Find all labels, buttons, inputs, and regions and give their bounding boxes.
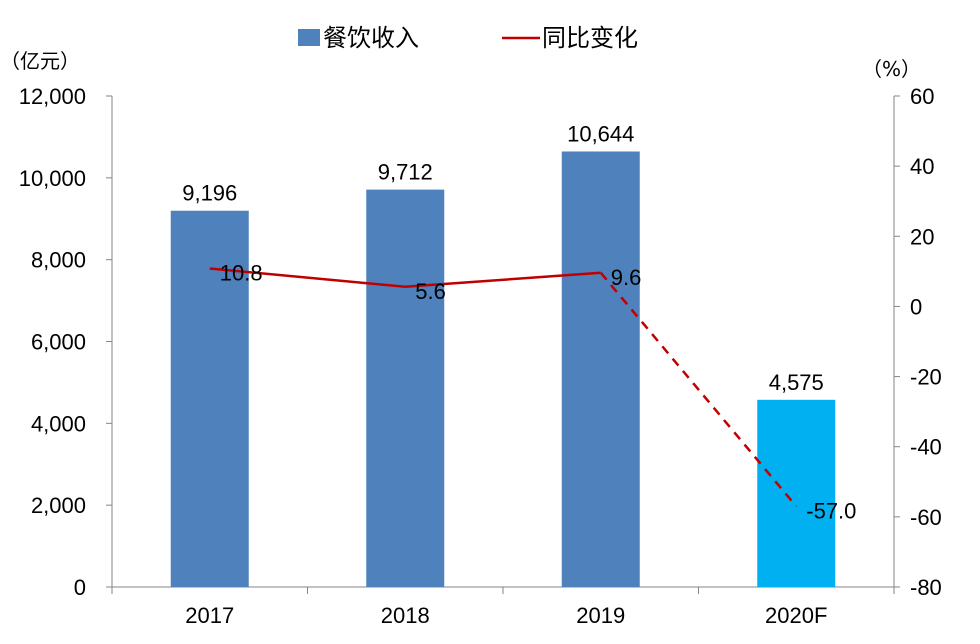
bar-value-label: 9,712 xyxy=(378,160,433,185)
line-value-label: -57.0 xyxy=(806,498,856,523)
line-value-label: 9.6 xyxy=(611,265,642,290)
right-axis-tick-label: -20 xyxy=(910,365,942,390)
x-axis-tick-label: 2019 xyxy=(576,603,625,628)
bar xyxy=(561,151,640,587)
bar-value-label: 9,196 xyxy=(182,181,237,206)
bar xyxy=(757,399,836,587)
line-value-label: 5.6 xyxy=(415,279,446,304)
left-axis-tick-label: 10,000 xyxy=(19,166,86,191)
line-data-labels: 10.8 5.6 9.6 -57.0 xyxy=(220,261,857,524)
left-axis-unit: （亿元） xyxy=(0,49,80,73)
legend: 餐饮收入 同比变化 xyxy=(298,24,638,52)
left-axis-tick-label: 0 xyxy=(74,575,86,600)
right-axis-tick-label: -40 xyxy=(910,435,942,460)
legend-label-bar: 餐饮收入 xyxy=(323,24,419,52)
line-dashed-segment xyxy=(599,271,798,508)
bar xyxy=(170,210,249,587)
bar-value-label: 10,644 xyxy=(567,121,634,146)
bar xyxy=(366,189,445,587)
right-axis-tick-label: 40 xyxy=(910,154,934,179)
right-axis-unit: （%） xyxy=(862,57,921,81)
right-axis-tick-label: 60 xyxy=(910,84,934,109)
right-axis-tick-label: -80 xyxy=(910,575,942,600)
x-axis: 2017 2018 2019 2020F xyxy=(111,586,895,628)
left-axis-tick-label: 6,000 xyxy=(31,330,86,355)
bar-series xyxy=(170,151,836,587)
left-axis-tick-label: 4,000 xyxy=(31,411,86,436)
left-axis: 0 2,000 4,000 6,000 8,000 10,000 12,000 xyxy=(19,84,113,600)
left-axis-tick-label: 12,000 xyxy=(19,84,86,109)
legend-swatch-bar xyxy=(298,29,320,46)
bar-data-labels: 9,196 9,712 10,644 4,575 xyxy=(182,121,824,394)
line-value-label: 10.8 xyxy=(220,261,263,286)
right-axis: -80 -60 -40 -20 0 20 40 60 xyxy=(893,84,942,600)
line-series xyxy=(209,267,798,508)
right-axis-tick-label: 20 xyxy=(910,224,934,249)
legend-label-line: 同比变化 xyxy=(542,24,638,52)
left-axis-tick-label: 8,000 xyxy=(31,248,86,273)
bar-value-label: 4,575 xyxy=(769,370,824,395)
line-solid-segment xyxy=(209,267,601,289)
x-axis-tick-label: 2017 xyxy=(185,603,234,628)
right-axis-tick-label: 0 xyxy=(910,294,922,319)
x-axis-tick-label: 2020F xyxy=(765,603,827,628)
x-axis-tick-label: 2018 xyxy=(381,603,430,628)
right-axis-tick-label: -60 xyxy=(910,505,942,530)
left-axis-tick-label: 2,000 xyxy=(31,493,86,518)
